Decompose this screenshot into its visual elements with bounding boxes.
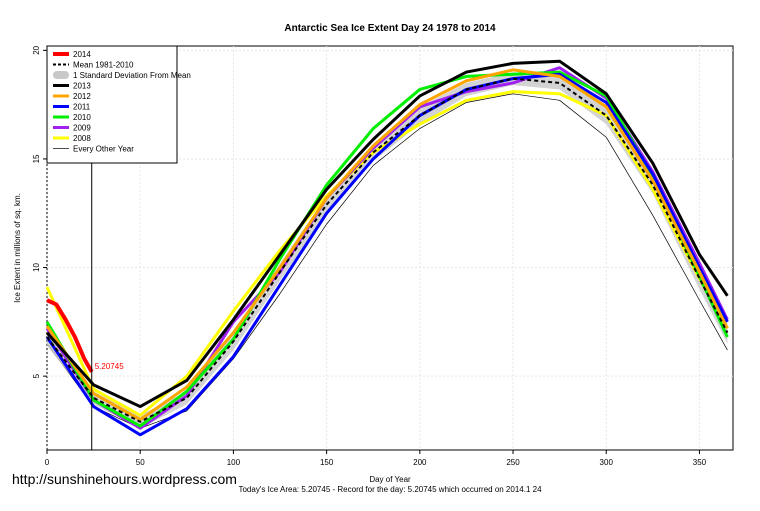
legend-label: 2014 — [73, 50, 91, 59]
legend-label: 2009 — [73, 124, 91, 133]
x-tick-label: 100 — [227, 458, 241, 467]
x-tick-label: 300 — [600, 458, 614, 467]
x-tick-label: 250 — [506, 458, 520, 467]
series-line — [46, 298, 94, 373]
legend-label: 1 Standard Deviation From Mean — [73, 71, 191, 80]
x-tick-label: 0 — [45, 458, 50, 467]
annotation: 5.20745 — [95, 362, 124, 371]
y-axis-label: Ice Extent in millions of sq. km. — [13, 193, 22, 303]
x-tick-label: 150 — [320, 458, 334, 467]
chart-title: Antarctic Sea Ice Extent Day 24 1978 to … — [284, 23, 496, 34]
legend-label: Mean 1981-2010 — [73, 61, 134, 70]
x-tick-label: 350 — [693, 458, 707, 467]
series-line — [46, 77, 729, 423]
legend-swatch — [53, 71, 69, 79]
y-tick-label: 5 — [32, 373, 41, 378]
legend-label: 2008 — [73, 134, 91, 143]
series-line — [46, 93, 728, 429]
series-line — [45, 68, 729, 422]
legend-label: 2012 — [73, 92, 91, 101]
legend-label: 2013 — [73, 82, 91, 91]
series-line — [45, 72, 729, 437]
series-line — [45, 59, 729, 409]
y-tick-label: 10 — [32, 263, 41, 272]
footer: Today's Ice Area: 5.20745 - Record for t… — [238, 485, 542, 494]
y-tick-label: 20 — [32, 45, 41, 54]
watermark: http://sunshinehours.wordpress.com — [12, 471, 237, 487]
legend-label: 2010 — [73, 113, 91, 122]
legend-label: 2011 — [73, 103, 91, 112]
x-tick-label: 50 — [136, 458, 145, 467]
legend-label: Every Other Year — [73, 145, 134, 154]
y-tick-label: 15 — [32, 154, 41, 163]
x-tick-label: 200 — [413, 458, 427, 467]
x-axis-label: Day of Year — [369, 475, 411, 484]
